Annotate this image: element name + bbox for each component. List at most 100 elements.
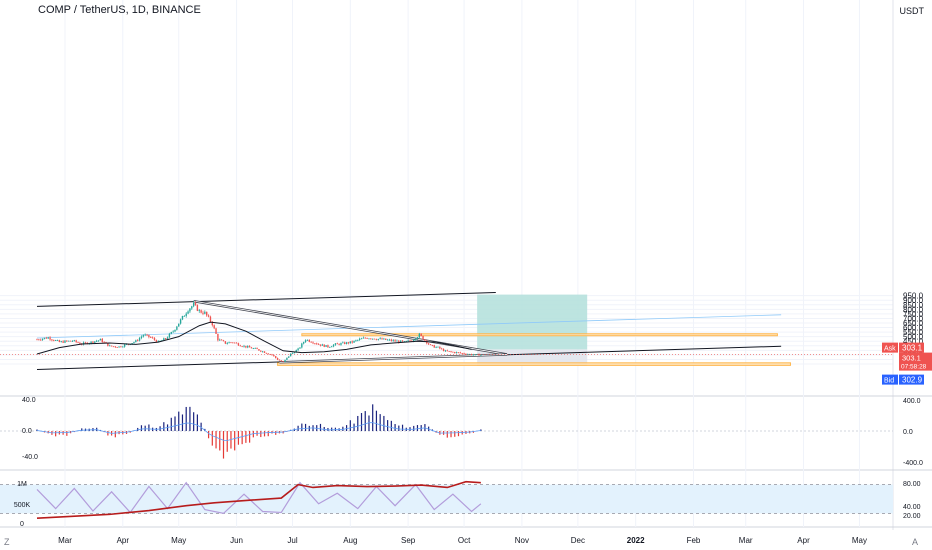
candle-body xyxy=(183,315,186,317)
osc-bar xyxy=(245,431,247,443)
candle-body xyxy=(267,353,269,355)
osc-bar xyxy=(222,431,225,459)
osc-bar xyxy=(275,431,277,435)
osc-bar xyxy=(375,410,378,431)
candle-body xyxy=(123,344,126,347)
osc-bar xyxy=(454,431,456,437)
candle-body xyxy=(243,345,245,347)
candle-body xyxy=(220,339,223,341)
candle-body xyxy=(133,342,135,344)
candle-body xyxy=(73,340,75,342)
candle-body xyxy=(138,338,141,341)
candle-body xyxy=(452,351,454,353)
candle-body xyxy=(122,346,124,348)
candle-body xyxy=(450,351,452,353)
candle-body xyxy=(135,340,137,343)
osc-bar xyxy=(196,414,198,431)
candle-body xyxy=(362,337,365,339)
candle-body xyxy=(168,333,171,338)
osc-bar xyxy=(480,429,482,431)
candle-body xyxy=(314,343,316,345)
rsi-left-tick: 1M xyxy=(17,481,27,488)
candle-body xyxy=(166,337,169,339)
candle-body xyxy=(366,338,368,339)
osc-bar xyxy=(413,425,415,431)
candle-body xyxy=(219,339,221,341)
candle-body xyxy=(191,306,193,309)
osc-bar xyxy=(319,423,322,431)
candle-body xyxy=(38,339,40,341)
osc-left-tick: -40.0 xyxy=(22,454,38,461)
osc-bar xyxy=(263,431,266,437)
osc-bar xyxy=(416,425,419,431)
time-tick-label: Nov xyxy=(515,536,529,545)
moving-average xyxy=(36,321,472,355)
candle-body xyxy=(157,340,159,343)
osc-bar xyxy=(163,422,165,431)
candle-body xyxy=(336,343,338,345)
time-tick-label: Mar xyxy=(739,536,753,545)
candle-body xyxy=(41,338,44,340)
osc-bar xyxy=(81,428,83,431)
candle-body xyxy=(140,336,143,339)
rsi-pane: 1M 500K 0 80.00 40.00 20.00 xyxy=(0,480,921,528)
candle-body xyxy=(413,339,415,342)
osc-bar xyxy=(174,416,176,431)
time-tick-label: Jul xyxy=(287,536,297,545)
candle-body xyxy=(461,353,463,354)
candle-body xyxy=(388,339,391,341)
time-axis[interactable]: Mar Apr May Jun Jul Aug Sep Oct Nov Dec 2022 Feb Mar… xyxy=(58,536,867,545)
osc-right-tick: 400.0 xyxy=(903,398,921,405)
candle-body xyxy=(153,338,156,341)
candle-body xyxy=(273,354,275,357)
candle-body xyxy=(399,340,402,343)
candle-body xyxy=(258,349,260,351)
time-tick-label: Apr xyxy=(797,536,810,545)
candle-body xyxy=(441,348,443,350)
osc-bar xyxy=(193,412,195,431)
price-axis[interactable]: 200.0250.0300.0350.0400.0450.0500.0550.0… xyxy=(0,292,932,385)
candle-body xyxy=(306,339,309,341)
time-tick-label: 2022 xyxy=(627,536,645,545)
auto-scale-button[interactable]: A xyxy=(912,537,919,547)
candle-body xyxy=(358,338,361,340)
osc-bar xyxy=(66,431,68,436)
candle-body xyxy=(444,350,447,352)
timezone-button[interactable]: Z xyxy=(4,537,10,547)
osc-bar xyxy=(189,406,191,431)
price-tick-label: 800.0 xyxy=(903,305,924,314)
candle-body xyxy=(230,342,232,344)
osc-bar xyxy=(323,426,325,431)
candle-body xyxy=(164,338,167,340)
candle-body xyxy=(463,353,465,354)
candle-body xyxy=(349,341,352,344)
osc-bar xyxy=(387,420,389,431)
price-tick-label: 650.0 xyxy=(903,319,924,328)
rsi-right-tick: 40.00 xyxy=(903,504,921,511)
symbol-title: COMP / TetherUS, 1D, BINANCE xyxy=(38,4,201,16)
candle-body xyxy=(288,356,290,358)
candle-body xyxy=(373,338,376,340)
osc-bar xyxy=(301,423,303,431)
candle-body xyxy=(118,346,120,348)
candle-body xyxy=(459,352,462,354)
candle-body xyxy=(275,356,277,358)
price-tick-label: 700.0 xyxy=(903,314,924,323)
ask-label: Ask xyxy=(884,346,896,353)
candle-body xyxy=(194,302,197,305)
candle-body xyxy=(381,338,383,340)
candle-body xyxy=(155,340,158,343)
osc-bar xyxy=(304,423,307,431)
candle-body xyxy=(414,338,417,340)
candle-body xyxy=(383,338,385,340)
time-tick-label: May xyxy=(852,536,867,545)
candle-body xyxy=(329,346,331,348)
bar-countdown: 07:58:28 xyxy=(901,364,927,371)
osc-bar xyxy=(215,431,217,449)
candle-body xyxy=(334,343,337,345)
osc-bar xyxy=(170,417,172,431)
osc-bar xyxy=(372,404,374,431)
candle-body xyxy=(271,354,273,356)
candle-body xyxy=(137,340,139,342)
